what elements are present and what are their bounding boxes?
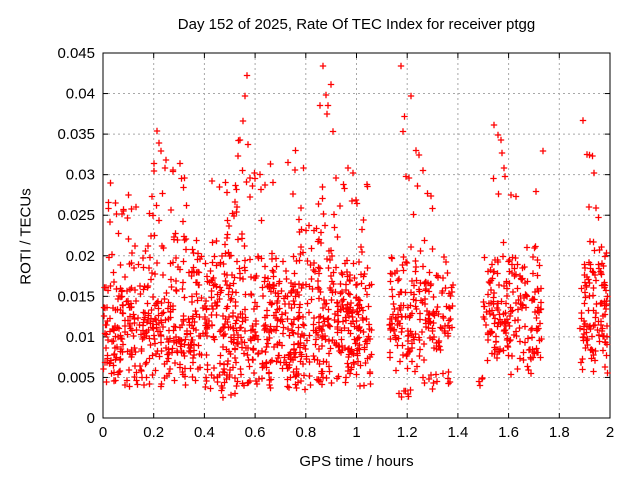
x-tick-label: 2 — [606, 424, 614, 441]
x-tick-label: 1.2 — [397, 424, 418, 441]
x-tick-label: 0 — [99, 424, 107, 441]
y-tick-label: 0.01 — [66, 329, 95, 346]
x-tick-label: 1.8 — [549, 424, 570, 441]
chart-title: Day 152 of 2025, Rate Of TEC Index for r… — [177, 16, 536, 33]
y-tick-label: 0.045 — [57, 45, 95, 62]
y-tick-label: 0.035 — [57, 126, 95, 143]
x-tick-label: 0.6 — [245, 424, 266, 441]
x-tick-label: 0.4 — [194, 424, 215, 441]
x-tick-label: 0.2 — [143, 424, 164, 441]
y-tick-label: 0.04 — [66, 86, 95, 103]
x-tick-label: 0.8 — [295, 424, 316, 441]
y-tick-label: 0.005 — [57, 369, 95, 386]
x-tick-label: 1.6 — [498, 424, 519, 441]
y-tick-label: 0.025 — [57, 207, 95, 224]
y-tick-label: 0.02 — [66, 248, 95, 265]
y-tick-label: 0.03 — [66, 167, 95, 184]
x-axis-label: GPS time / hours — [299, 453, 414, 470]
x-tick-label: 1.4 — [447, 424, 468, 441]
scatter-points — [100, 62, 611, 401]
y-tick-label: 0.015 — [57, 288, 95, 305]
plot-border — [102, 52, 611, 419]
y-axis-label: ROTI / TECUs — [17, 188, 35, 285]
y-tick-label: 0 — [87, 410, 95, 427]
x-tick-label: 1 — [352, 424, 360, 441]
